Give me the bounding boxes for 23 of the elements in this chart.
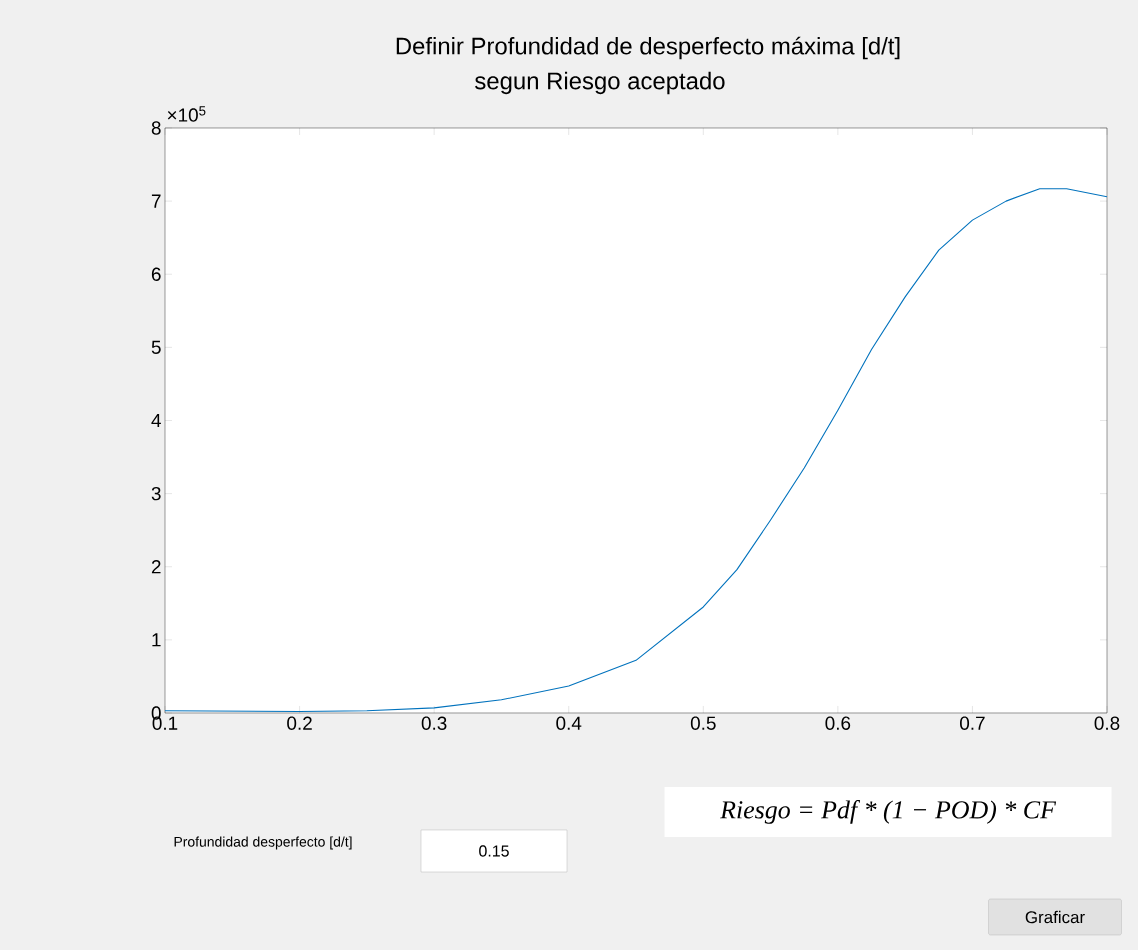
y-tick-label: 1 <box>152 633 161 647</box>
x-tick-label: 0.5 <box>690 716 716 730</box>
y-tick-label: 6 <box>151 267 161 281</box>
y-tick-label: 5 <box>151 340 161 354</box>
y-tick-label: 2 <box>151 560 161 574</box>
y-tick-label: 3 <box>151 486 161 501</box>
y-tick-label: 4 <box>151 413 161 427</box>
text: Graficar <box>1025 910 1085 924</box>
text: 0.15 <box>479 845 509 857</box>
y-tick-label: 8 <box>151 121 161 135</box>
chart-title: Definir Profundidad de desperfecto máxima [d/t] <box>396 36 900 60</box>
text: ×10$^{5}$ <box>167 106 206 122</box>
text: Profundidad desperfecto [d/t] <box>174 836 352 850</box>
line-series <box>165 188 1108 713</box>
text: Riesgo = Pdf * (1 − POD) * CF <box>720 800 1057 824</box>
x-tick-label: 0.4 <box>556 716 582 730</box>
x-tick-label: 0.6 <box>825 716 851 730</box>
x-tick-label: 0.7 <box>960 716 985 730</box>
x-tick-label: 0.3 <box>421 716 447 730</box>
chart-subtitle: segun Riesgo aceptado <box>475 71 725 95</box>
x-tick-label: 0.2 <box>287 716 312 730</box>
y-tick-label: 7 <box>151 194 161 208</box>
x-tick-label: 0.8 <box>1094 716 1120 730</box>
